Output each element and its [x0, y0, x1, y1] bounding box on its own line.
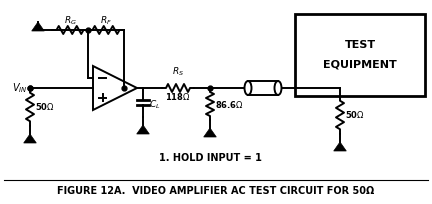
Bar	[248, 81, 278, 95]
Text: 1. HOLD INPUT = 1: 1. HOLD INPUT = 1	[159, 153, 261, 163]
Text: 118$\Omega$: 118$\Omega$	[165, 91, 191, 102]
Polygon shape	[204, 128, 216, 137]
Text: $R_S$: $R_S$	[172, 65, 184, 78]
Text: EQUIPMENT: EQUIPMENT	[323, 60, 397, 70]
Ellipse shape	[274, 81, 282, 95]
Bar	[295, 14, 425, 96]
Polygon shape	[24, 134, 36, 143]
Text: $R_G$: $R_G$	[64, 14, 76, 27]
Text: 50$\Omega$: 50$\Omega$	[345, 110, 365, 121]
Text: TEST: TEST	[344, 40, 375, 50]
Polygon shape	[334, 142, 346, 151]
Polygon shape	[137, 125, 149, 134]
Text: 50$\Omega$: 50$\Omega$	[35, 102, 55, 112]
Text: $R_F$: $R_F$	[100, 14, 112, 27]
Text: $C_L$: $C_L$	[149, 98, 160, 111]
Text: FIGURE 12A.  VIDEO AMPLIFIER AC TEST CIRCUIT FOR 50Ω: FIGURE 12A. VIDEO AMPLIFIER AC TEST CIRC…	[57, 186, 375, 196]
Text: 86.6$\Omega$: 86.6$\Omega$	[215, 99, 244, 110]
Ellipse shape	[245, 81, 251, 95]
Polygon shape	[32, 22, 44, 31]
Text: $V_{IN}$: $V_{IN}$	[13, 81, 28, 95]
